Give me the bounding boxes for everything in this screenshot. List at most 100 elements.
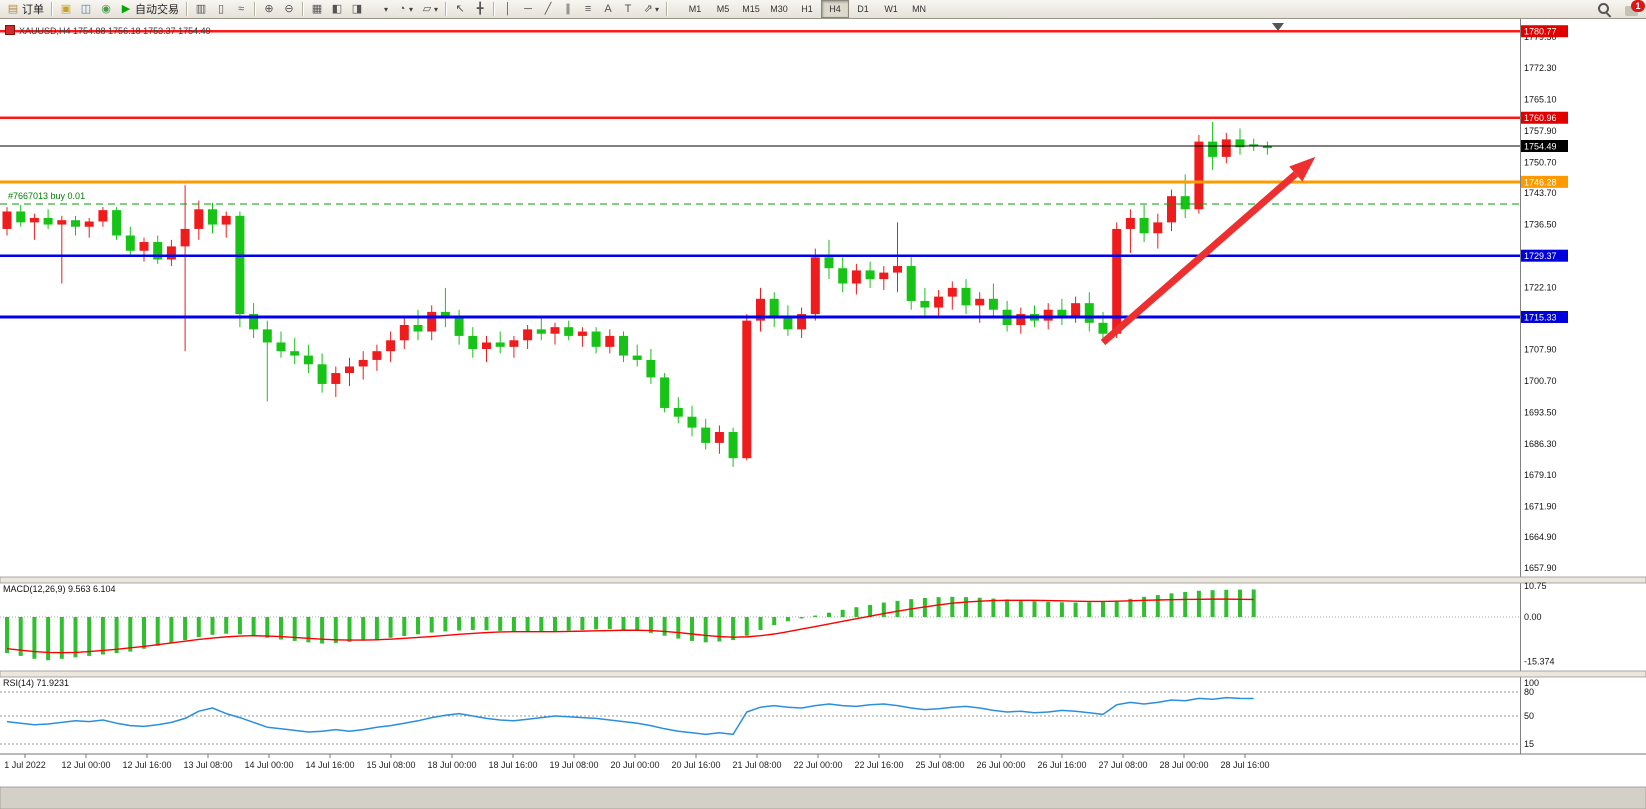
candle xyxy=(934,296,944,308)
indicators-button[interactable]: ▾ xyxy=(367,0,392,19)
fibonacci-tool-button[interactable]: ≡ xyxy=(578,0,598,19)
macd-histogram-bar xyxy=(594,617,599,630)
arrange-windows-button[interactable]: ◨ xyxy=(347,0,367,19)
time-axis-label: 12 Jul 16:00 xyxy=(122,760,171,770)
macd-histogram-bar xyxy=(388,617,393,638)
candle xyxy=(1112,228,1122,334)
label-tool-button[interactable]: T xyxy=(618,0,638,19)
candle xyxy=(331,373,341,384)
templates-button[interactable]: ▱ ▾ xyxy=(417,0,442,19)
bar-chart-icon: ▥ xyxy=(195,2,207,15)
candle xyxy=(454,318,464,336)
candle xyxy=(166,246,176,260)
new-order-button[interactable]: ▤ 订单 xyxy=(3,0,48,19)
macd-histogram-bar xyxy=(1196,590,1201,617)
price-axis-label: 1671.90 xyxy=(1524,502,1557,512)
panel-separator[interactable] xyxy=(0,576,1646,584)
bar-chart-button[interactable]: ▥ xyxy=(191,0,211,19)
macd-histogram-bar xyxy=(772,617,777,626)
auto-trading-button[interactable]: ▶ 自动交易 xyxy=(116,0,183,19)
candle xyxy=(372,351,382,360)
candle xyxy=(769,298,779,319)
candle xyxy=(2,211,12,229)
timeframe-button-h1[interactable]: H1 xyxy=(801,4,813,14)
search-icon[interactable] xyxy=(1598,3,1612,18)
candle xyxy=(673,407,683,417)
toolbar-separator xyxy=(445,2,448,16)
macd-histogram-bar xyxy=(484,617,489,631)
timeframe-button-w1[interactable]: W1 xyxy=(884,4,898,14)
toolbar-separator xyxy=(186,2,188,16)
trendline-tool-button[interactable]: ╱ xyxy=(538,0,558,19)
candle xyxy=(632,355,642,360)
candles-layer xyxy=(2,121,1272,467)
rsi-line xyxy=(6,696,1254,736)
data-window-icon: ◫ xyxy=(80,2,92,15)
rsi-axis-label: 15 xyxy=(1524,739,1534,749)
arrows-tool-button[interactable]: ⇗ ▾ xyxy=(638,0,663,19)
timeframe-button-m5[interactable]: M5 xyxy=(716,4,730,14)
chart-shift-marker[interactable] xyxy=(1272,23,1284,31)
line-chart-icon: ≈ xyxy=(237,2,245,15)
panel-separator[interactable] xyxy=(0,670,1646,678)
tile-windows-button[interactable]: ▦ xyxy=(307,0,327,19)
price-badge: 1760.96 xyxy=(1521,111,1568,124)
timeframe-button-mn[interactable]: MN xyxy=(912,4,927,14)
price-badge: 1729.37 xyxy=(1521,249,1568,262)
macd-histogram-bar xyxy=(5,617,9,654)
timeframe-button-m30[interactable]: M30 xyxy=(770,4,788,14)
candle xyxy=(660,377,670,408)
macd-histogram-bar xyxy=(635,617,640,631)
candle xyxy=(413,324,423,332)
candle xyxy=(577,331,587,336)
macd-histogram-bar xyxy=(320,617,325,644)
symbol-ohlc-text: XAUUSD,H4 1754.88 1756.18 1753.37 1754.4… xyxy=(19,26,211,36)
channel-tool-button[interactable]: ∥ xyxy=(558,0,578,19)
periods-button[interactable]: ◔ ▾ xyxy=(392,0,417,19)
navigator-button[interactable]: ◉ xyxy=(96,0,116,19)
candle xyxy=(303,355,313,365)
trendline-icon: ╱ xyxy=(544,2,552,15)
cascade-windows-button[interactable]: ◧ xyxy=(327,0,347,19)
zoom-out-button[interactable]: ⊖ xyxy=(279,0,299,19)
cursor-tool-button[interactable]: ↖ xyxy=(450,0,470,19)
notifications-icon[interactable]: 1 xyxy=(1625,0,1645,16)
channel-icon: ∥ xyxy=(565,2,571,15)
candle xyxy=(975,298,985,306)
timeframe-button-m1[interactable]: M1 xyxy=(688,4,702,14)
macd-histogram-bar xyxy=(333,617,338,643)
macd-histogram-bar xyxy=(566,617,571,631)
macd-histogram-bar xyxy=(306,617,311,643)
price-axis-label: 1750.70 xyxy=(1524,158,1557,168)
vertical-line-tool-button[interactable]: │ xyxy=(498,0,518,19)
horizontal-line-tool-button[interactable]: ─ xyxy=(518,0,538,19)
time-axis[interactable]: 1 Jul 2022 12 Jul 00:00 12 Jul 16:00 13 Jul… xyxy=(4,754,1270,770)
chevron-down-icon: ▾ xyxy=(434,4,439,14)
timeframe-button-h4[interactable]: H4 xyxy=(821,0,850,18)
trend-arrow[interactable] xyxy=(1100,171,1299,346)
text-tool-button[interactable]: A xyxy=(598,0,618,19)
tile-windows-icon: ▦ xyxy=(311,2,323,15)
templates-icon: ▱ xyxy=(422,2,432,15)
cascade-windows-icon: ◧ xyxy=(331,2,343,15)
crosshair-tool-button[interactable]: ╋ xyxy=(470,0,490,19)
zoom-in-button[interactable]: ⊕ xyxy=(259,0,279,19)
macd-histogram-bar xyxy=(183,617,188,641)
svg-text:1746.28: 1746.28 xyxy=(1524,177,1557,187)
time-axis-label: 14 Jul 16:00 xyxy=(305,760,354,770)
data-window-button[interactable]: ◫ xyxy=(76,0,96,19)
market-watch-button[interactable]: ▣ xyxy=(56,0,76,19)
price-axis-label: 1722.10 xyxy=(1524,282,1557,292)
macd-histogram-bar xyxy=(813,615,818,617)
candlestick-chart-button[interactable]: ▯ xyxy=(211,0,231,19)
candle xyxy=(57,220,67,225)
time-axis-label: 26 Jul 00:00 xyxy=(976,760,1025,770)
position-label: #7667013 buy 0.01 xyxy=(8,191,86,201)
candle xyxy=(317,364,327,384)
price-axis-label: 1700.70 xyxy=(1524,376,1557,386)
timeframe-button-d1[interactable]: D1 xyxy=(857,4,869,14)
timeframe-button-m15[interactable]: M15 xyxy=(742,4,760,14)
time-axis-label: 20 Jul 00:00 xyxy=(610,760,659,770)
line-chart-button[interactable]: ≈ xyxy=(231,0,251,19)
